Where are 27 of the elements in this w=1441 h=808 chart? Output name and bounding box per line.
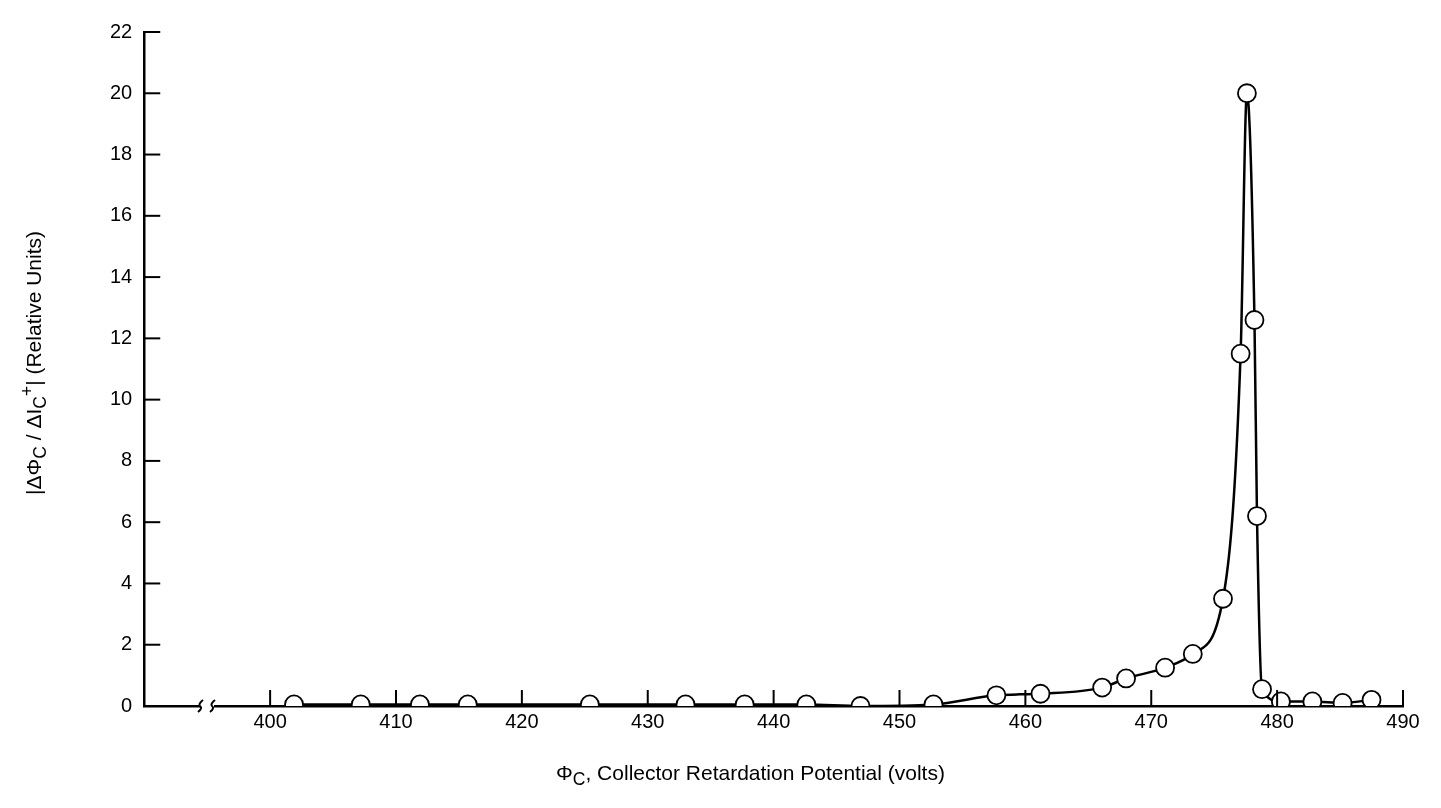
point (1237, 83, 1257, 104)
x-tick-label: 440 (756, 709, 791, 732)
y-tick-label: 20 (110, 80, 133, 103)
x-tick-label: 490 (1386, 709, 1420, 732)
y-tick-label: 0 (121, 693, 133, 716)
x-axis-title: Φ$_{C}$, Collector Retardation Potential (volts) (555, 760, 946, 790)
y-tick-label: 4 (121, 570, 133, 593)
x-tick-label: 410 (379, 709, 413, 732)
x-tick-label: 450 (882, 709, 917, 732)
y-tick-label: 12 (110, 325, 133, 348)
y-tick-label: 18 (110, 142, 133, 165)
x-tick-label: 420 (505, 709, 539, 732)
y-tick-label: 6 (121, 509, 133, 532)
y-tick-label: 8 (121, 448, 133, 471)
y-tick-label: 10 (110, 387, 133, 410)
point (1230, 343, 1251, 364)
x-tick-label: 430 (631, 709, 665, 732)
y-tick-label: 14 (110, 264, 133, 287)
y-tick-label: 22 (110, 19, 133, 42)
y-tick-label: 2 (121, 632, 133, 655)
point (1361, 689, 1382, 706)
y-tick-label: 16 (110, 203, 133, 226)
x-tick-label: 470 (1134, 709, 1168, 732)
x-tick-label: 460 (1008, 709, 1043, 732)
point (1244, 310, 1265, 330)
x-tick-label: 480 (1260, 709, 1294, 732)
x-tick-label: 400 (253, 709, 287, 732)
